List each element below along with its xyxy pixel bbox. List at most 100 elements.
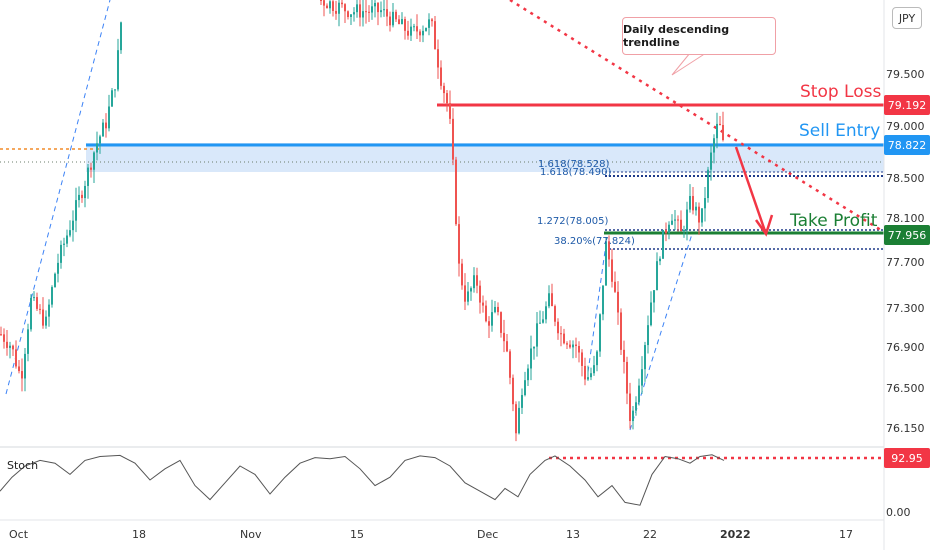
fib-label: 1.272(78.005) — [537, 216, 609, 227]
candle-body — [659, 258, 661, 262]
candle-body — [506, 341, 508, 352]
candle-body — [548, 293, 550, 307]
candle-body — [599, 314, 601, 352]
candle-body — [341, 2, 343, 5]
candle-body — [3, 334, 5, 342]
candle-body — [563, 333, 565, 344]
candle-body — [353, 12, 355, 15]
candle-body — [632, 410, 634, 422]
x-tick-label: Dec — [477, 528, 499, 541]
candle-body — [542, 319, 544, 323]
candle-body — [323, 0, 325, 6]
candle-body — [503, 332, 505, 342]
y-tick-label: 79.000 — [886, 120, 925, 133]
y-tick-label: 77.700 — [886, 256, 925, 269]
stoch-indicator-label[interactable]: Stoch — [7, 459, 39, 472]
candle-body — [356, 4, 358, 13]
candle-body — [33, 297, 35, 299]
candle-body — [332, 1, 334, 11]
candle-body — [620, 312, 622, 350]
candle-body — [335, 10, 337, 14]
candle-body — [108, 106, 110, 129]
candle-body — [425, 27, 427, 31]
y-tick-label: 77.300 — [886, 302, 925, 315]
candle-body — [608, 241, 610, 260]
candle-body — [623, 349, 625, 362]
candle-body — [371, 6, 373, 13]
stop-loss-label: Stop Loss — [800, 82, 882, 102]
candle-body — [536, 323, 538, 347]
candle-body — [671, 220, 673, 225]
candle-body — [368, 11, 370, 13]
candle-body — [380, 10, 382, 13]
candle-body — [21, 371, 23, 379]
fib-leg-line — [587, 243, 607, 373]
candle-body — [374, 2, 376, 7]
ascending-trendline-right — [629, 233, 693, 431]
candle-body — [701, 208, 703, 223]
candle-body — [500, 312, 502, 333]
candle-body — [30, 297, 32, 330]
candle-body — [338, 2, 340, 14]
candle-body — [54, 273, 56, 288]
candle-body — [329, 1, 331, 9]
candle-body — [572, 344, 574, 348]
candle-body — [120, 22, 122, 51]
sell-entry-price-badge: 78.822 — [884, 135, 930, 155]
candle-body — [326, 5, 328, 9]
y-tick-label: 76.900 — [886, 341, 925, 354]
candle-body — [398, 19, 400, 25]
x-tick-label: 15 — [350, 528, 364, 541]
candle-body — [707, 169, 709, 199]
candle-body — [710, 152, 712, 170]
fib-label: 38.20%(77.824) — [554, 236, 635, 247]
candle-body — [15, 349, 17, 367]
candle-body — [545, 306, 547, 320]
candle-body — [614, 281, 616, 292]
candle-body — [410, 26, 412, 36]
candle-body — [18, 366, 20, 372]
candle-body — [6, 341, 8, 348]
candle-body — [392, 11, 394, 26]
callout-tail — [671, 52, 707, 76]
fib-label: 1.618(78.528) — [538, 159, 610, 170]
x-tick-label: Nov — [240, 528, 262, 541]
candle-body — [93, 152, 95, 170]
candle-body — [488, 321, 490, 326]
candle-body — [689, 196, 691, 210]
sell-entry-label: Sell Entry — [799, 121, 881, 141]
candle-body — [473, 275, 475, 289]
candle-body — [389, 16, 391, 26]
candle-body — [69, 230, 71, 236]
candle-body — [72, 220, 74, 231]
candle-body — [458, 224, 460, 264]
sell-entry-zone — [86, 143, 884, 172]
candle-body — [27, 329, 29, 354]
candle-body — [683, 230, 685, 232]
candle-body — [539, 322, 541, 324]
candle-body — [602, 285, 604, 315]
candle-body — [470, 288, 472, 292]
candle-body — [440, 67, 442, 86]
candle-body — [716, 123, 718, 139]
candle-body — [611, 259, 613, 282]
candle-body — [530, 348, 532, 369]
candle-body — [596, 351, 598, 366]
candle-body — [320, 0, 322, 1]
currency-button[interactable]: JPY — [892, 7, 922, 29]
candle-body — [704, 198, 706, 209]
candle-body — [584, 365, 586, 380]
candle-body — [521, 395, 523, 408]
candle-body — [554, 306, 556, 322]
y-tick-label: 78.100 — [886, 212, 925, 225]
candle-body — [9, 345, 11, 348]
candle-body — [629, 393, 631, 422]
candle-body — [461, 263, 463, 286]
take-profit-price-badge: 77.956 — [884, 225, 930, 245]
candle-body — [419, 31, 421, 36]
candle-body — [395, 11, 397, 20]
candle-body — [647, 325, 649, 346]
candle-body — [581, 352, 583, 366]
